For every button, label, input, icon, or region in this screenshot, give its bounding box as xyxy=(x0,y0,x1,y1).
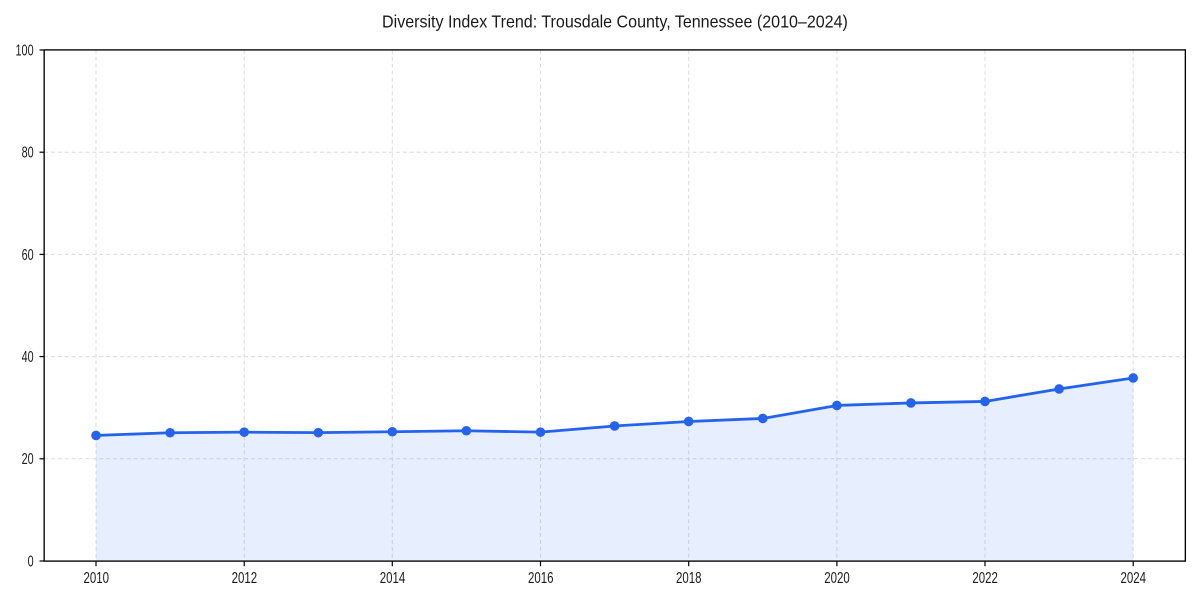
svg-text:2024: 2024 xyxy=(1121,569,1147,586)
svg-text:20: 20 xyxy=(22,450,34,467)
svg-text:2010: 2010 xyxy=(84,569,110,586)
svg-text:2018: 2018 xyxy=(676,569,702,586)
svg-text:2014: 2014 xyxy=(380,569,406,586)
svg-text:100: 100 xyxy=(16,41,34,58)
svg-text:2020: 2020 xyxy=(824,569,850,586)
svg-text:80: 80 xyxy=(22,144,34,161)
svg-text:40: 40 xyxy=(22,348,34,365)
svg-text:Diversity Index Trend: Trousda: Diversity Index Trend: Trousdale County,… xyxy=(382,12,848,32)
svg-text:0: 0 xyxy=(28,552,34,569)
svg-text:2016: 2016 xyxy=(528,569,554,586)
svg-text:60: 60 xyxy=(22,246,34,263)
svg-text:2022: 2022 xyxy=(972,569,997,586)
svg-text:2012: 2012 xyxy=(232,569,257,586)
